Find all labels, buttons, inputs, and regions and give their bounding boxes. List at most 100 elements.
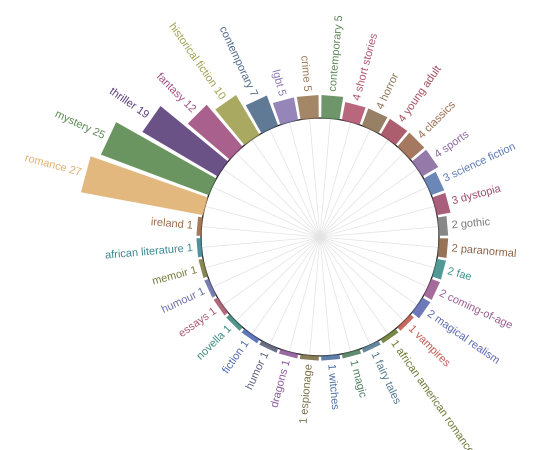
- bar-34: [272, 97, 299, 125]
- bar-21: [241, 328, 260, 344]
- bar-3: [380, 118, 408, 146]
- grid-spoke: [319, 236, 418, 306]
- bar-2: [361, 108, 388, 134]
- grid-spoke: [288, 236, 321, 353]
- bar-label-28: romance 27: [24, 152, 83, 179]
- grid-spoke: [269, 128, 321, 238]
- bar-label-0: contemporary 5: [327, 15, 346, 92]
- bar-25: [198, 258, 208, 279]
- bar-29: [100, 122, 217, 196]
- bar-label-4: 4 classics: [416, 99, 459, 142]
- bar-label-27: ireland 1: [150, 216, 193, 232]
- grid-spokes: [201, 118, 439, 356]
- bar-label-24: humour 1: [160, 285, 207, 316]
- bar-7: [432, 192, 451, 216]
- grid-spoke: [319, 186, 429, 238]
- bar-label-2: 4 horror: [374, 71, 401, 111]
- grid-spoke: [319, 236, 436, 269]
- bar-30: [142, 105, 229, 177]
- bar-label-20: humor 1: [243, 350, 271, 392]
- bar-4: [397, 132, 425, 160]
- grid-spoke: [319, 236, 405, 322]
- bar-6: [423, 171, 445, 196]
- inner-circle: [200, 117, 440, 357]
- grid-spoke: [235, 152, 321, 238]
- grid-spoke: [269, 236, 321, 346]
- bar-27: [196, 216, 203, 236]
- bar-14: [380, 328, 399, 344]
- bar-label-7: 3 dystopia: [451, 182, 503, 207]
- grid-spoke: [204, 236, 321, 269]
- bar-19: [278, 349, 299, 359]
- grid-spoke: [319, 121, 352, 238]
- grid-spoke: [319, 226, 439, 238]
- bar-label-10: 2 fae: [446, 265, 473, 283]
- grid-spoke: [288, 121, 321, 238]
- grid-spoke: [211, 186, 321, 238]
- bars: [80, 94, 451, 361]
- bar-label-9: 2 paranormal: [451, 242, 517, 260]
- grid-spoke: [319, 236, 429, 288]
- bar-1: [341, 101, 366, 125]
- bar-31: [187, 104, 243, 160]
- grid-spoke: [319, 168, 418, 238]
- grid-spoke: [251, 236, 321, 335]
- grid-spoke: [319, 205, 436, 238]
- bar-label-17: 1 witches: [325, 364, 341, 411]
- grid-spoke: [251, 139, 321, 238]
- bar-23: [213, 297, 229, 316]
- bar-label-8: 2 gothic: [451, 216, 491, 231]
- bar-32: [215, 94, 260, 146]
- bar-35: [296, 95, 319, 120]
- bar-label-21: fiction 1: [220, 338, 252, 376]
- grid-spoke: [235, 236, 321, 322]
- bar-label-5: 4 sports: [432, 128, 471, 161]
- bar-label-26: african literature 1: [105, 242, 194, 262]
- bar-12: [411, 297, 431, 319]
- grid-spoke: [319, 236, 331, 356]
- bar-9: [437, 238, 449, 258]
- bar-17: [321, 354, 341, 361]
- grid-spoke: [319, 236, 352, 353]
- bar-18: [299, 354, 319, 361]
- bar-15: [361, 340, 381, 353]
- bar-28: [80, 156, 208, 216]
- bar-label-1: 4 short stories: [351, 32, 381, 102]
- bar-5: [411, 149, 439, 177]
- grid-spoke: [201, 236, 321, 248]
- bar-label-25: memoir 1: [151, 264, 198, 287]
- grid-spoke: [319, 236, 439, 248]
- bar-label-19: dragons 1: [268, 359, 292, 409]
- bar-label-34: lgbt 5: [270, 68, 289, 97]
- grid-spoke: [222, 168, 321, 238]
- bar-26: [196, 238, 203, 258]
- grid-spoke: [319, 236, 371, 346]
- grid-spoke: [309, 236, 321, 356]
- bar-22: [226, 314, 243, 331]
- bar-10: [432, 258, 447, 280]
- grid-spoke: [319, 118, 331, 238]
- bar-20: [259, 340, 279, 353]
- bar-33: [245, 95, 279, 134]
- bar-label-35: crime 5: [298, 55, 313, 92]
- grid-spoke: [211, 236, 321, 288]
- grid-spoke: [204, 205, 321, 238]
- bar-8: [437, 216, 449, 236]
- bar-16: [341, 349, 362, 359]
- bar-0: [321, 95, 344, 120]
- grid-spoke: [319, 128, 371, 238]
- grid-spoke: [201, 226, 321, 238]
- grid-spoke: [309, 118, 321, 238]
- grid-spoke: [319, 152, 405, 238]
- grid-spoke: [222, 236, 321, 306]
- bar-label-16: 1 magic: [347, 359, 369, 400]
- grid-spoke: [319, 236, 389, 335]
- bar-24: [204, 278, 217, 298]
- bar-label-30: thriller 19: [107, 85, 151, 121]
- bar-13: [397, 314, 414, 331]
- grid-spoke: [319, 139, 389, 238]
- bar-11: [423, 278, 440, 300]
- bar-label-18: 1 espionage: [298, 364, 315, 425]
